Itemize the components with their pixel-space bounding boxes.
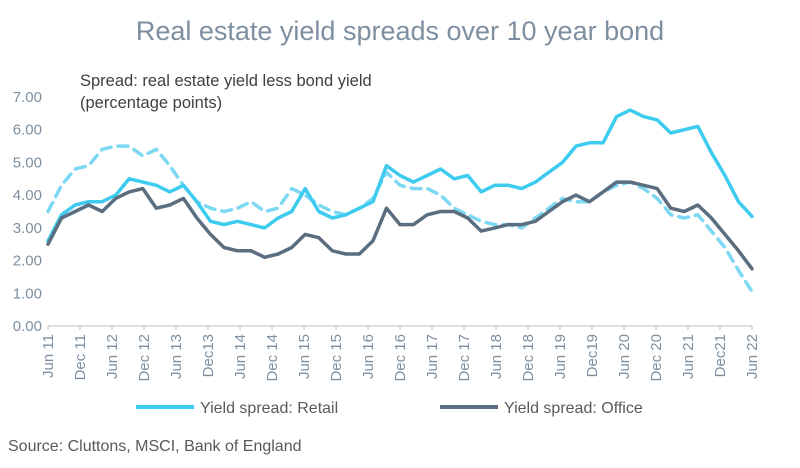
y-tick-label: 7.00 [13,89,42,106]
x-tick-label: Jun 19 [552,334,569,379]
x-tick-label: Dec 11 [72,334,89,380]
legend-label: Yield spread: Retail [200,400,338,417]
x-tick-label: Jun 16 [360,334,377,379]
x-tick-labels: Jun 11 Dec 11 Jun 12 Dec 12 Jun 13 Dec13 Jun 1… [40,326,761,382]
x-tick-label: Dec 15 [328,334,345,382]
y-tick-label: 2.00 [13,253,42,270]
legend: Yield spread: Retail Yield spread: Office [136,400,643,417]
series-line-retail [46,108,754,243]
x-tick-label: Dec 20 [648,334,665,382]
x-tick-label: Jun 15 [296,334,313,379]
series-line-dashed [46,144,754,294]
series-lines [46,108,754,294]
y-tick-label: 0.00 [13,318,42,335]
chart-title: Real estate yield spreads over 10 year b… [135,16,665,46]
x-tick-label: Jun 17 [424,334,441,379]
series-line-office [46,180,754,271]
x-tick-label: Jun 18 [488,334,505,379]
x-tick-label: Dec 16 [392,334,409,382]
source-note: Source: Cluttons, MSCI, Bank of England [8,438,302,455]
x-tick-label: Jun 21 [680,334,697,379]
x-tick-label: Dec 18 [520,334,537,382]
y-axis-label: Spread: real estate yield less bond yiel… [80,72,372,112]
y-tick-label: 3.00 [13,220,42,237]
x-tick-label: Dec21 [712,334,729,377]
x-tick-label: Jun 14 [232,334,249,379]
y-tick-label: 5.00 [13,154,42,171]
y-tick-label: 1.00 [13,285,42,302]
x-tick-label: Dec 17 [456,334,473,382]
x-tick-label: Jun 22 [744,334,761,379]
legend-label: Yield spread: Office [504,400,643,417]
x-tick-label: Dec19 [584,334,601,377]
x-tick-label: Dec 14 [264,334,281,382]
x-tick-label: Dec 12 [136,334,153,382]
x-tick-label: Dec13 [200,334,217,377]
x-tick-label: Jun 13 [168,334,185,379]
x-tick-label: Jun 11 [40,334,57,378]
y-tick-label: 6.00 [13,122,42,139]
y-tick-labels: 0.00 1.00 2.00 3.00 4.00 5.00 6.00 7.00 [13,89,42,335]
x-tick-label: Jun 20 [616,334,633,379]
y-tick-label: 4.00 [13,187,42,204]
x-tick-label: Jun 12 [104,334,121,379]
